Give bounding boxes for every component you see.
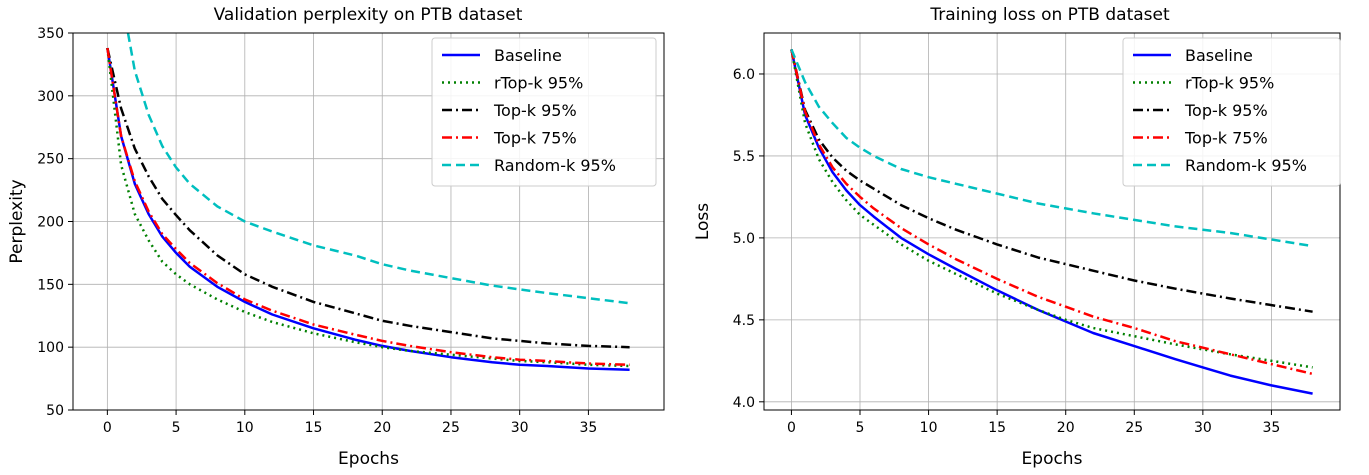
chart-panel-2: 0 5 10 15 20 25 30 35 4.0 4.5 5.0 5.5 6.0 Training lo… — [693, 5, 1341, 469]
y-tick-label: 300 — [37, 89, 64, 105]
legend-box — [431, 37, 657, 187]
x-tick-label: 35 — [1263, 420, 1281, 436]
x-axis-label: Epochs — [338, 449, 399, 469]
y-tick-label: 350 — [37, 26, 64, 42]
legend-label-5: Random-k 95% — [1185, 156, 1307, 175]
legend: Baseline rTop-k 95% Top-k 95% Top-k 75% Rand… — [431, 37, 657, 187]
y-tick-label: 50 — [46, 403, 64, 419]
axes-frame — [72, 32, 665, 411]
x-tick-label: 0 — [787, 420, 796, 436]
legend-label-4: Top-k 75% — [1184, 129, 1268, 148]
chart-panel-1: 0 5 10 15 20 25 30 35 50 100 150 200 250 300 350 Valida… — [7, 5, 665, 469]
y-tick-label: 5.5 — [733, 149, 755, 165]
x-tick-label: 20 — [1057, 420, 1075, 436]
y-tick-label: 5.0 — [733, 231, 755, 247]
y-tick-label: 4.0 — [733, 395, 755, 411]
legend-label-4: Top-k 75% — [493, 129, 577, 148]
legend-label-3: Top-k 95% — [493, 101, 577, 120]
x-tick-label: 35 — [579, 420, 597, 436]
y-tick-label: 200 — [37, 215, 64, 231]
x-tick-label: 10 — [236, 420, 254, 436]
series-group — [106, 33, 630, 372]
x-tick-label: 30 — [1194, 420, 1212, 436]
y-tick-label: 150 — [37, 277, 64, 293]
x-axis-label: Epochs — [1022, 449, 1083, 469]
legend-label-3: Top-k 95% — [1184, 101, 1268, 120]
chart-title: Training loss on PTB dataset — [929, 5, 1170, 25]
legend-label-1: Baseline — [1185, 46, 1253, 65]
y-tick-label: 4.5 — [733, 313, 755, 329]
series-line-4 — [790, 49, 1313, 376]
series-line-5 — [790, 48, 1313, 248]
legend-label-5: Random-k 95% — [494, 156, 616, 175]
legend: Baseline rTop-k 95% Top-k 95% Top-k 75% Rand… — [1122, 37, 1341, 187]
legend-label-2: rTop-k 95% — [494, 74, 583, 93]
x-tick-label: 5 — [856, 420, 865, 436]
series-group — [790, 48, 1313, 395]
x-tick-label: 5 — [172, 420, 181, 436]
legend-label-2: rTop-k 95% — [1185, 74, 1274, 93]
x-tick-label: 15 — [988, 420, 1006, 436]
y-axis-label: Perplexity — [7, 179, 27, 263]
series-line-1 — [790, 49, 1313, 395]
x-tick-label: 0 — [103, 420, 112, 436]
y-axis-label: Loss — [693, 203, 713, 240]
series-line-3 — [106, 47, 630, 349]
x-tick-label: 20 — [373, 420, 391, 436]
legend-label-1: Baseline — [494, 46, 562, 65]
y-tick-label: 250 — [37, 152, 64, 168]
series-line-5 — [126, 33, 630, 305]
x-tick-label: 25 — [1125, 420, 1143, 436]
chart-title: Validation perplexity on PTB dataset — [214, 5, 523, 25]
x-tick-label: 25 — [442, 420, 460, 436]
series-line-1 — [106, 47, 630, 372]
series-line-2 — [790, 49, 1313, 369]
axes-frame — [763, 32, 1341, 411]
x-tick-label: 15 — [305, 420, 323, 436]
series-line-3 — [790, 49, 1313, 313]
y-tick-label: 6.0 — [733, 67, 755, 83]
legend-box — [1122, 37, 1341, 187]
x-tick-label: 30 — [511, 420, 529, 436]
x-tick-label: 10 — [920, 420, 938, 436]
y-tick-label: 100 — [37, 340, 64, 356]
